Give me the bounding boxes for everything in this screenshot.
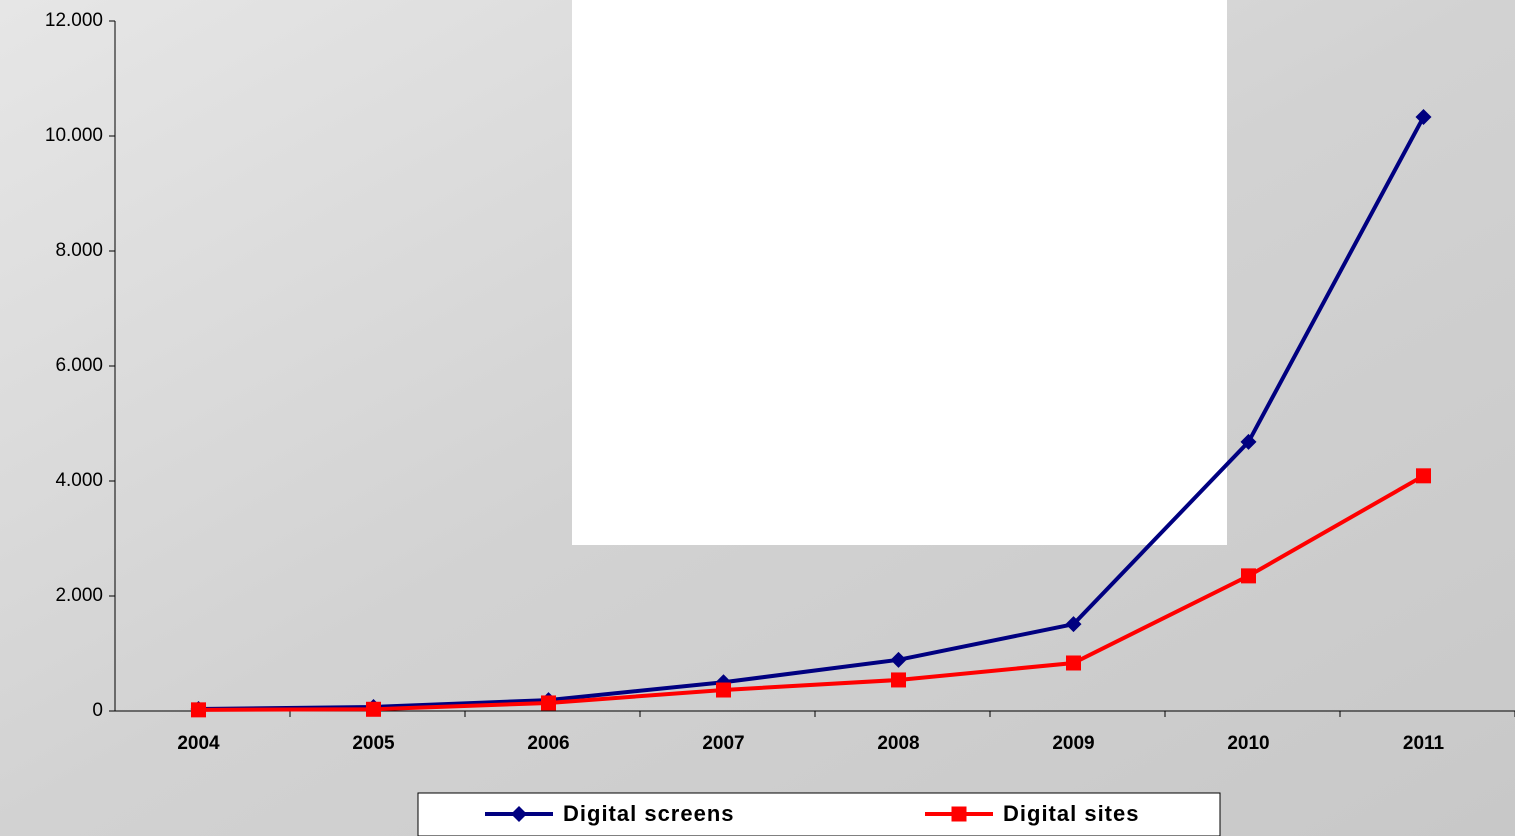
marker [716, 682, 731, 698]
marker [891, 672, 906, 688]
y-tick-label: 10.000 [45, 125, 103, 146]
background-screen [572, 0, 1227, 545]
marker [1066, 655, 1081, 671]
marker [890, 651, 907, 668]
legend-label: Digital screens [563, 801, 735, 826]
x-tick-label: 2009 [1052, 733, 1094, 754]
marker [1065, 616, 1082, 633]
series-line [198, 474, 1425, 712]
x-tick-label: 2007 [702, 733, 744, 754]
y-tick-label: 2.000 [55, 585, 103, 606]
marker [1240, 433, 1257, 450]
y-tick-label: 4.000 [55, 470, 103, 491]
marker [1241, 568, 1256, 584]
x-tick-label: 2010 [1227, 733, 1269, 754]
marker [951, 806, 967, 822]
marker [1416, 468, 1431, 484]
x-tick-label: 2008 [877, 733, 919, 754]
legend-label: Digital sites [1003, 801, 1139, 826]
marker [541, 695, 556, 711]
x-tick-label: 2006 [527, 733, 569, 754]
x-tick-label: 2011 [1403, 733, 1445, 754]
series-line [198, 116, 1426, 711]
x-tick-label: 2004 [177, 733, 220, 754]
y-tick-label: 12.000 [45, 10, 103, 31]
x-tick-label: 2005 [352, 733, 395, 754]
y-tick-label: 0 [92, 700, 103, 721]
marker [191, 702, 206, 718]
y-tick-label: 6.000 [55, 355, 103, 376]
marker [1415, 109, 1432, 126]
marker [511, 806, 527, 822]
y-tick-label: 8.000 [55, 240, 103, 261]
marker [366, 701, 381, 717]
